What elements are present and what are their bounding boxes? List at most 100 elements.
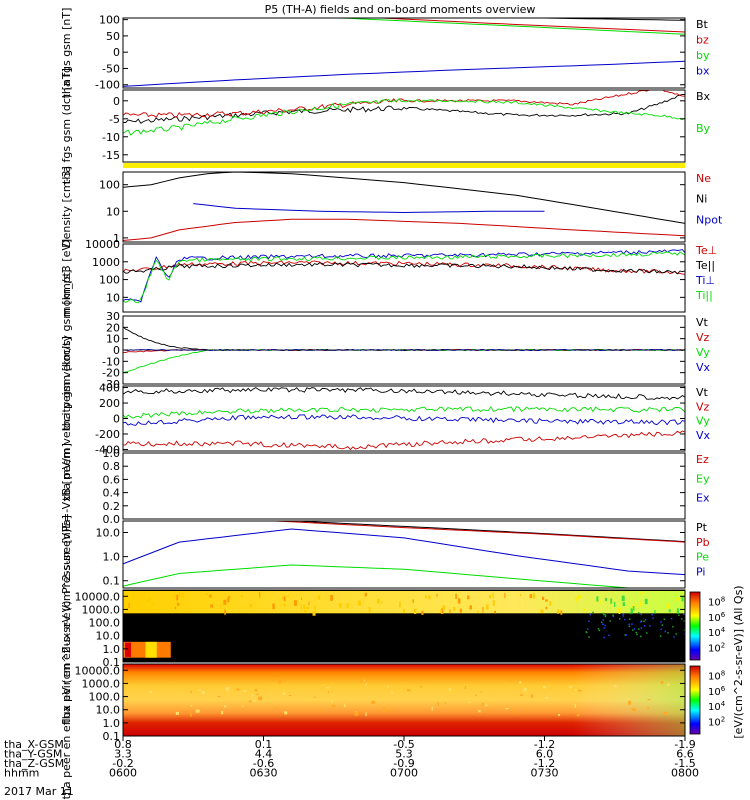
spectrogram-cell bbox=[675, 633, 677, 635]
low-energy-band bbox=[145, 641, 157, 658]
spectrogram-cell bbox=[287, 595, 289, 598]
y-tick-label: -50 bbox=[102, 62, 120, 75]
series-Vz-line bbox=[123, 430, 685, 451]
date-label: 2017 Mar 11 bbox=[4, 785, 74, 798]
y-tick-label: 0 bbox=[113, 95, 120, 108]
spectrogram-cell bbox=[663, 618, 666, 621]
spectrogram-cell bbox=[640, 635, 642, 638]
panel-10: 10810610410210000.01000.0100.010.01.00.1… bbox=[60, 601, 726, 800]
y-axis-label: tha peim velocity gsm [km/s] bbox=[60, 269, 73, 430]
spectrogram-cell bbox=[640, 620, 643, 622]
panel-7: 1.00.80.60.40.20.0 E=-VxB [mV/m] Ez Ey Ex bbox=[60, 443, 710, 529]
time-axis-row-label: tha_Z-GSM bbox=[4, 757, 64, 770]
spectrogram-cell bbox=[622, 602, 626, 607]
y-axis-label: tha peir en eflux eV (cm^2-s-sr-eV) bbox=[60, 528, 73, 723]
spectrogram-cell bbox=[628, 625, 631, 628]
series-Vt-line bbox=[123, 326, 685, 351]
spectrogram-cell bbox=[668, 609, 671, 613]
spectrogram-cell bbox=[683, 620, 685, 622]
spectrogram-cell bbox=[637, 612, 640, 614]
spectrogram-cell bbox=[457, 598, 461, 604]
spectrogram-cell bbox=[505, 708, 509, 710]
y-tick-label: 400 bbox=[99, 382, 120, 395]
legend-Ti||: Ti|| bbox=[695, 289, 713, 302]
y-tick-label: 1.0 bbox=[103, 643, 121, 656]
y-tick-label: 0.4 bbox=[103, 487, 121, 500]
spectrogram-cell bbox=[467, 701, 471, 703]
y-tick-label: 0.1 bbox=[103, 575, 121, 588]
spectrogram-cell bbox=[560, 610, 563, 615]
y-tick-label: 10.0 bbox=[96, 527, 121, 540]
y-tick-label: 10.0 bbox=[96, 630, 121, 643]
spectrogram-cell bbox=[508, 679, 511, 682]
spectrogram-cell bbox=[281, 596, 284, 600]
y-axis-label: tha peer en eflux eV (cm^2-s-sr-eV) bbox=[60, 601, 73, 800]
spectrogram-cell bbox=[640, 621, 642, 623]
colorbar: 108 106 104 102 bbox=[689, 591, 726, 661]
spectrogram-cell bbox=[659, 635, 662, 637]
colorbar-tick-exponent: 8 bbox=[721, 670, 725, 678]
spectrogram-cell bbox=[604, 615, 607, 618]
spectrogram-cell bbox=[136, 595, 139, 600]
spectrogram-cell bbox=[175, 711, 180, 715]
y-axis-label: mom_pt3 [eV] bbox=[60, 239, 73, 317]
spectrogram-cell bbox=[437, 702, 439, 707]
spectrogram-cell bbox=[610, 598, 613, 604]
time-axis-value: 5.3 bbox=[395, 748, 413, 761]
spectrogram-cell bbox=[666, 603, 669, 609]
panel-frame bbox=[122, 589, 686, 663]
spectrogram-cell bbox=[195, 709, 200, 713]
spectrogram-cell bbox=[575, 597, 577, 602]
panel-9: 10810610410210000.01000.0100.010.01.00.1… bbox=[60, 528, 726, 723]
y-tick-label: -30 bbox=[102, 378, 120, 391]
spectrogram-cell bbox=[632, 606, 635, 611]
y-tick-label: 200 bbox=[99, 397, 120, 410]
y-axis-label: tha fgs gsm [nT] bbox=[60, 8, 73, 99]
spectrogram-cell bbox=[258, 696, 263, 701]
spectrogram-cell bbox=[574, 704, 576, 708]
spectrogram-cell bbox=[640, 627, 642, 629]
y-tick-label: 0.0 bbox=[103, 513, 121, 526]
spectrogram-cell bbox=[631, 623, 633, 625]
time-axis-value: 3.3 bbox=[114, 748, 132, 761]
y-tick-label: 1000.0 bbox=[82, 603, 121, 616]
spectrogram-cell bbox=[661, 624, 664, 626]
series-Ti⊥-line bbox=[123, 249, 685, 303]
y-tick-label: 50 bbox=[106, 30, 120, 43]
y-axis-label: tha fgs gsm (dc) [nT] bbox=[60, 68, 73, 184]
spectrogram-cell bbox=[399, 601, 401, 608]
spectrogram-cell bbox=[389, 709, 393, 712]
spectrogram-cell bbox=[317, 595, 321, 600]
spectrogram-cell bbox=[622, 613, 625, 615]
spectrogram-cell bbox=[660, 680, 664, 684]
series-Bt-line bbox=[523, 18, 685, 21]
time-axis-value: 0.1 bbox=[255, 738, 273, 751]
colorbar: 108 106 104 102 bbox=[689, 665, 726, 735]
spectrogram-cell bbox=[440, 609, 442, 613]
spectrogram-cell bbox=[674, 698, 676, 700]
y-tick-label: 10 bbox=[106, 291, 120, 304]
time-axis-value: -0.2 bbox=[112, 757, 133, 770]
spectrogram-cell bbox=[541, 596, 545, 601]
spectrogram-cell bbox=[618, 607, 621, 613]
series-group bbox=[123, 521, 685, 588]
panel-frame bbox=[122, 17, 686, 89]
spectrogram-cell bbox=[236, 688, 240, 691]
colorbar-tick-label: 108 bbox=[708, 670, 725, 683]
spectrogram-cell bbox=[614, 601, 616, 607]
y-tick-label: 10 bbox=[106, 333, 120, 346]
spectrogram-cell bbox=[149, 690, 152, 694]
legend-Ey: Ey bbox=[696, 472, 710, 485]
spectrogram-cell bbox=[633, 628, 636, 630]
spectrogram-cell bbox=[603, 627, 605, 629]
spectrogram-cell bbox=[449, 609, 451, 614]
spectrogram-cell bbox=[667, 632, 669, 634]
spectrogram-cell bbox=[651, 613, 653, 616]
legend-Vy: Vy bbox=[696, 346, 710, 359]
series-Bx-line bbox=[123, 93, 685, 124]
spectrogram-cell bbox=[227, 597, 230, 603]
legend-Pi: Pi bbox=[696, 565, 705, 578]
spectrogram-cell bbox=[358, 600, 361, 606]
spectrogram-cell bbox=[198, 689, 202, 691]
